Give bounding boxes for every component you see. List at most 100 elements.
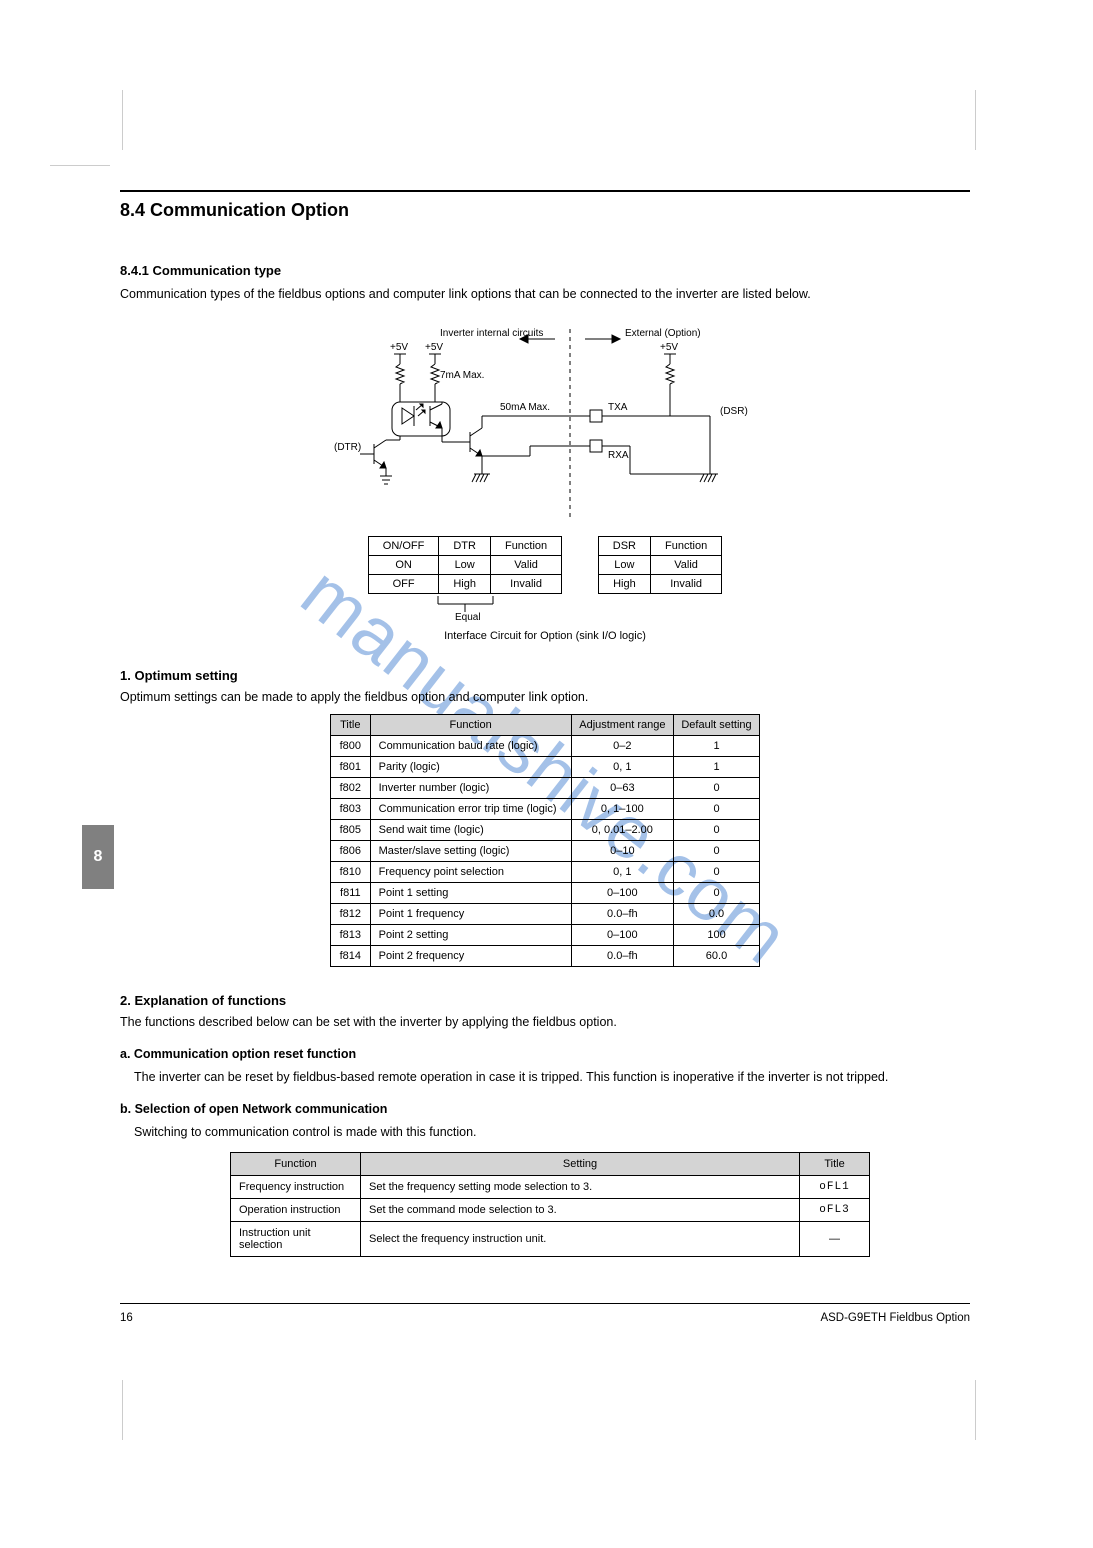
table-row: f802Inverter number (logic)0–630 bbox=[331, 778, 760, 799]
td-seg: oFL3 bbox=[800, 1198, 870, 1221]
footer-doc-title: ASD-G9ETH Fieldbus Option bbox=[820, 1312, 970, 1324]
td: — bbox=[800, 1221, 870, 1256]
section-title: 8.4 Communication Option bbox=[120, 200, 970, 221]
td: 0 bbox=[674, 862, 760, 883]
td: Inverter number (logic) bbox=[370, 778, 571, 799]
page-number: 16 bbox=[120, 1312, 133, 1324]
table-row: Frequency instruction Set the frequency … bbox=[231, 1175, 870, 1198]
table-row: f811Point 1 setting0–1000 bbox=[331, 883, 760, 904]
page-content: 8.4 Communication Option 8.4.1 Communica… bbox=[120, 70, 970, 1257]
label-current: 50mA Max. bbox=[500, 402, 550, 413]
label-external-side: External (Option) bbox=[625, 328, 701, 339]
td: Set the command mode selection to 3. bbox=[361, 1198, 800, 1221]
th: Setting bbox=[361, 1152, 800, 1175]
label-dtr: (DTR) bbox=[334, 442, 361, 453]
th: Default setting bbox=[674, 715, 760, 736]
td: f813 bbox=[331, 925, 371, 946]
th: Function bbox=[490, 536, 561, 555]
td: ON bbox=[368, 555, 439, 574]
settings-table: Title Function Adjustment range Default … bbox=[330, 714, 760, 967]
td: 0–2 bbox=[571, 736, 673, 757]
label-vdc: +5V bbox=[660, 342, 678, 353]
td: High bbox=[439, 574, 491, 593]
table-row: f810Frequency point selection0, 10 bbox=[331, 862, 760, 883]
td: f800 bbox=[331, 736, 371, 757]
td: 0.0–fh bbox=[571, 946, 673, 967]
label-current: 7mA Max. bbox=[440, 370, 484, 381]
td: 1 bbox=[674, 757, 760, 778]
th: Adjustment range bbox=[571, 715, 673, 736]
table-row: f806Master/slave setting (logic)0–100 bbox=[331, 841, 760, 862]
subheading-1: 1. Optimum setting bbox=[120, 668, 970, 683]
label-inverter-side: Inverter internal circuits bbox=[440, 328, 543, 339]
td: f806 bbox=[331, 841, 371, 862]
td: f814 bbox=[331, 946, 371, 967]
section-subtitle: 8.4.1 Communication type bbox=[120, 263, 970, 278]
td: 0 bbox=[674, 799, 760, 820]
td: Invalid bbox=[651, 574, 722, 593]
td: 100 bbox=[674, 925, 760, 946]
td: 0, 1 bbox=[571, 757, 673, 778]
td: Master/slave setting (logic) bbox=[370, 841, 571, 862]
td: 0–63 bbox=[571, 778, 673, 799]
table-row: f814Point 2 frequency0.0–fh60.0 bbox=[331, 946, 760, 967]
td: 0, 1–100 bbox=[571, 799, 673, 820]
label-rxa: RXA bbox=[608, 450, 629, 461]
td: Operation instruction bbox=[231, 1198, 361, 1221]
td: Instruction unit selection bbox=[231, 1221, 361, 1256]
func-item-a-text: The inverter can be reset by fieldbus-ba… bbox=[120, 1069, 970, 1087]
subheading-2: 2. Explanation of functions bbox=[120, 993, 970, 1008]
settings-text: Optimum settings can be made to apply th… bbox=[120, 689, 970, 707]
td: Point 2 setting bbox=[370, 925, 571, 946]
td: Parity (logic) bbox=[370, 757, 571, 778]
truth-tables: ON/OFF DTR Function ON Low Valid OFF Hig… bbox=[120, 536, 970, 624]
circuit-diagram: Inverter internal circuits External (Opt… bbox=[330, 324, 760, 524]
th: Function bbox=[231, 1152, 361, 1175]
td: 1 bbox=[674, 736, 760, 757]
td: 0 bbox=[674, 778, 760, 799]
td: Valid bbox=[651, 555, 722, 574]
td: 0 bbox=[674, 883, 760, 904]
td: f810 bbox=[331, 862, 371, 883]
td: 0–100 bbox=[571, 925, 673, 946]
th: Function bbox=[370, 715, 571, 736]
td: f811 bbox=[331, 883, 371, 904]
chapter-side-tab: 8 bbox=[82, 825, 114, 889]
td: Low bbox=[439, 555, 491, 574]
td: f805 bbox=[331, 820, 371, 841]
td: Communication baud rate (logic) bbox=[370, 736, 571, 757]
crop-mark bbox=[122, 1380, 123, 1440]
section-rule bbox=[120, 190, 970, 192]
page-footer: 16 ASD-G9ETH Fieldbus Option bbox=[120, 1303, 970, 1324]
td: Frequency point selection bbox=[370, 862, 571, 883]
crop-mark bbox=[50, 165, 110, 166]
crop-mark bbox=[975, 1380, 976, 1440]
table-row: f800Communication baud rate (logic)0–21 bbox=[331, 736, 760, 757]
td: f802 bbox=[331, 778, 371, 799]
td: 0, 0.01–2.00 bbox=[571, 820, 673, 841]
th: ON/OFF bbox=[368, 536, 439, 555]
label-vdc: +5V bbox=[390, 342, 408, 353]
equal-label-text: Equal bbox=[368, 612, 568, 623]
truth-table-left: ON/OFF DTR Function ON Low Valid OFF Hig… bbox=[368, 536, 562, 594]
label-dsr: (DSR) bbox=[720, 406, 748, 417]
td: Valid bbox=[490, 555, 561, 574]
intro-text: Communication types of the fieldbus opti… bbox=[120, 286, 970, 304]
table-row: f803Communication error trip time (logic… bbox=[331, 799, 760, 820]
td: Send wait time (logic) bbox=[370, 820, 571, 841]
th: DTR bbox=[439, 536, 491, 555]
td: Point 1 frequency bbox=[370, 904, 571, 925]
func-item-a-name: a. Communication option reset function bbox=[120, 1046, 970, 1064]
equal-brace: Equal bbox=[368, 596, 568, 624]
td: 0 bbox=[674, 841, 760, 862]
func-item-b-text: Switching to communication control is ma… bbox=[120, 1124, 970, 1142]
table-row: Instruction unit selection Select the fr… bbox=[231, 1221, 870, 1256]
td: Communication error trip time (logic) bbox=[370, 799, 571, 820]
td: Frequency instruction bbox=[231, 1175, 361, 1198]
td: Select the frequency instruction unit. bbox=[361, 1221, 800, 1256]
td-seg: oFL1 bbox=[800, 1175, 870, 1198]
table-row: f801Parity (logic)0, 11 bbox=[331, 757, 760, 778]
td: OFF bbox=[368, 574, 439, 593]
funcs-lead: The functions described below can be set… bbox=[120, 1014, 970, 1032]
figure-caption: Interface Circuit for Option (sink I/O l… bbox=[120, 630, 970, 642]
